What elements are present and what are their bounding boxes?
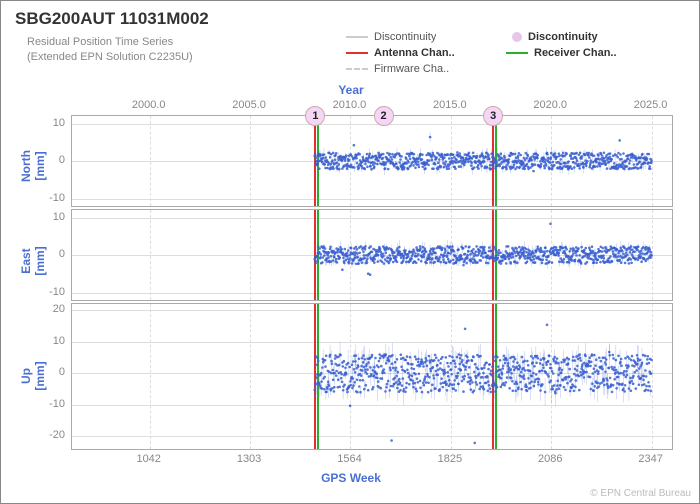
bottom-axis-label: GPS Week: [1, 471, 700, 485]
x-tick-top: 2000.0: [132, 99, 166, 111]
y-tick: -10: [49, 192, 65, 204]
x-tick-top: 2010.0: [333, 99, 367, 111]
x-tick-top: 2020.0: [533, 99, 567, 111]
top-axis-label: Year: [1, 83, 700, 97]
y-tick: -10: [49, 398, 65, 410]
subtitle-line2: (Extended EPN Solution C2235U): [27, 51, 193, 63]
y-ticks-north: -10 0 10: [7, 115, 65, 205]
legend-item: Discontinuity: [506, 29, 666, 45]
y-tick: 10: [53, 211, 65, 223]
x-tick-bottom: 1564: [337, 453, 361, 465]
x-tick-bottom: 1042: [136, 453, 160, 465]
legend-item: Firmware Cha..: [346, 61, 506, 77]
plot-east: [71, 209, 673, 301]
y-ticks-up: -20 -10 0 10 20: [7, 303, 65, 448]
legend-item: Discontinuity: [346, 29, 506, 45]
legend-item: Antenna Chan..: [346, 45, 506, 61]
y-ticks-east: -10 0 10: [7, 209, 65, 299]
scatter: [72, 116, 672, 206]
x-tick-top: 2005.0: [232, 99, 266, 111]
y-tick: -10: [49, 286, 65, 298]
x-tick-bottom: 1825: [438, 453, 462, 465]
y-tick: 20: [53, 303, 65, 315]
x-tick-top: 2015.0: [433, 99, 467, 111]
legend-item: Receiver Chan..: [506, 45, 666, 61]
y-tick: 0: [59, 154, 65, 166]
y-tick: 0: [59, 366, 65, 378]
x-tick-bottom: 1303: [237, 453, 261, 465]
x-tick-bottom: 2086: [538, 453, 562, 465]
credit-text: © EPN Central Bureau: [590, 488, 691, 499]
x-tick-bottom: 2347: [638, 453, 662, 465]
subtitle-line1: Residual Position Time Series: [27, 36, 173, 48]
y-tick: -20: [49, 429, 65, 441]
subtitle: Residual Position Time Series (Extended …: [27, 35, 193, 66]
scatter: [72, 304, 672, 449]
plot-up: [71, 303, 673, 450]
legend: DiscontinuityDiscontinuityAntenna Chan..…: [346, 29, 666, 77]
x-tick-top: 2025.0: [634, 99, 668, 111]
y-tick: 10: [53, 117, 65, 129]
plot-north: 123: [71, 115, 673, 207]
y-tick: 0: [59, 248, 65, 260]
y-tick: 10: [53, 335, 65, 347]
page-title: SBG200AUT 11031M002: [15, 9, 209, 29]
scatter: [72, 210, 672, 300]
